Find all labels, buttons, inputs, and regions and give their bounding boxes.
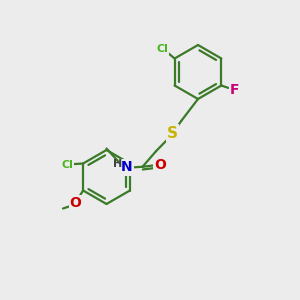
Text: Cl: Cl (61, 160, 74, 170)
Text: O: O (70, 196, 82, 210)
Text: S: S (167, 126, 178, 141)
Text: H: H (113, 159, 122, 170)
Text: F: F (230, 83, 240, 97)
Text: O: O (154, 158, 166, 172)
Text: N: N (121, 160, 133, 174)
Text: Cl: Cl (156, 44, 168, 54)
